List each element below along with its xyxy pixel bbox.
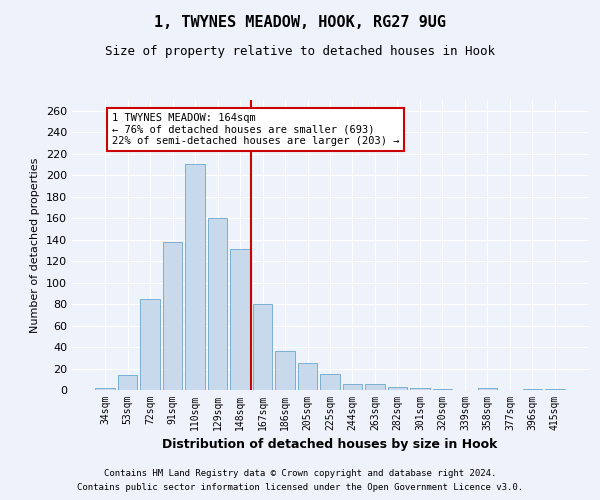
Text: Contains public sector information licensed under the Open Government Licence v3: Contains public sector information licen… — [77, 484, 523, 492]
Bar — [230, 250, 250, 390]
Bar — [275, 352, 295, 390]
Bar — [118, 375, 137, 390]
Bar — [388, 387, 407, 390]
Bar — [253, 304, 272, 390]
X-axis label: Distribution of detached houses by size in Hook: Distribution of detached houses by size … — [163, 438, 497, 452]
Bar — [95, 388, 115, 390]
Bar — [410, 388, 430, 390]
Bar — [545, 389, 565, 390]
Bar — [365, 384, 385, 390]
Bar — [433, 389, 452, 390]
Text: 1 TWYNES MEADOW: 164sqm
← 76% of detached houses are smaller (693)
22% of semi-d: 1 TWYNES MEADOW: 164sqm ← 76% of detache… — [112, 113, 399, 146]
Text: 1, TWYNES MEADOW, HOOK, RG27 9UG: 1, TWYNES MEADOW, HOOK, RG27 9UG — [154, 15, 446, 30]
Bar — [140, 298, 160, 390]
Bar — [185, 164, 205, 390]
Bar — [320, 374, 340, 390]
Text: Size of property relative to detached houses in Hook: Size of property relative to detached ho… — [105, 45, 495, 58]
Bar — [343, 384, 362, 390]
Y-axis label: Number of detached properties: Number of detached properties — [31, 158, 40, 332]
Text: Contains HM Land Registry data © Crown copyright and database right 2024.: Contains HM Land Registry data © Crown c… — [104, 468, 496, 477]
Bar — [298, 363, 317, 390]
Bar — [523, 389, 542, 390]
Bar — [478, 388, 497, 390]
Bar — [163, 242, 182, 390]
Bar — [208, 218, 227, 390]
